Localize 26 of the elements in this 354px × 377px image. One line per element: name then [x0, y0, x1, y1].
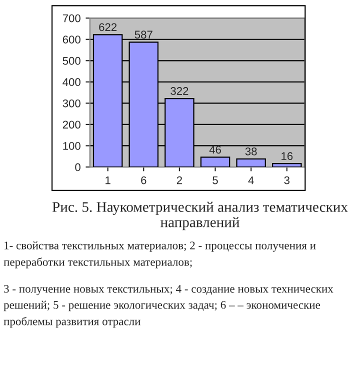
x-tick-label: 5 — [212, 176, 218, 184]
text: 3 - получение новых текстильных; 4 - создание новых технических решений; 5 - решение экологических задач; 6 – – экономические проблемы развития отрасли — [4, 284, 334, 328]
data-label: 587 — [134, 30, 152, 39]
data-label: 38 — [245, 147, 257, 156]
bar — [200, 156, 230, 168]
text: 1- свойства текстильных материалов; 2 - процессы получения и переработки текстильных материалов; — [4, 241, 316, 268]
y-tick-label: 300 — [62, 99, 80, 108]
x-tick-label: 6 — [141, 176, 146, 184]
data-label: 622 — [99, 23, 117, 32]
y-tick-label: 700 — [62, 14, 80, 22]
data-label: 16 — [282, 152, 293, 160]
data-label: 46 — [209, 146, 221, 154]
y-tick-label: 200 — [62, 120, 80, 129]
data-label: 322 — [170, 87, 188, 95]
y-tick-label: 100 — [63, 142, 80, 150]
y-tick-label: 400 — [62, 78, 80, 86]
x-tick-label: 3 — [284, 176, 290, 184]
bar — [272, 163, 302, 168]
y-tick-label: 600 — [62, 36, 80, 44]
y-tick-label: 500 — [62, 56, 80, 65]
x-tick-label: 1 — [106, 176, 110, 184]
text: Рис. 5. Наукометрический анализ тематических направлений — [52, 202, 348, 230]
x-tick-label: 2 — [176, 176, 182, 184]
x-tick-label: 4 — [248, 176, 254, 184]
bar — [236, 158, 266, 168]
y-tick-label: 0 — [75, 163, 80, 172]
